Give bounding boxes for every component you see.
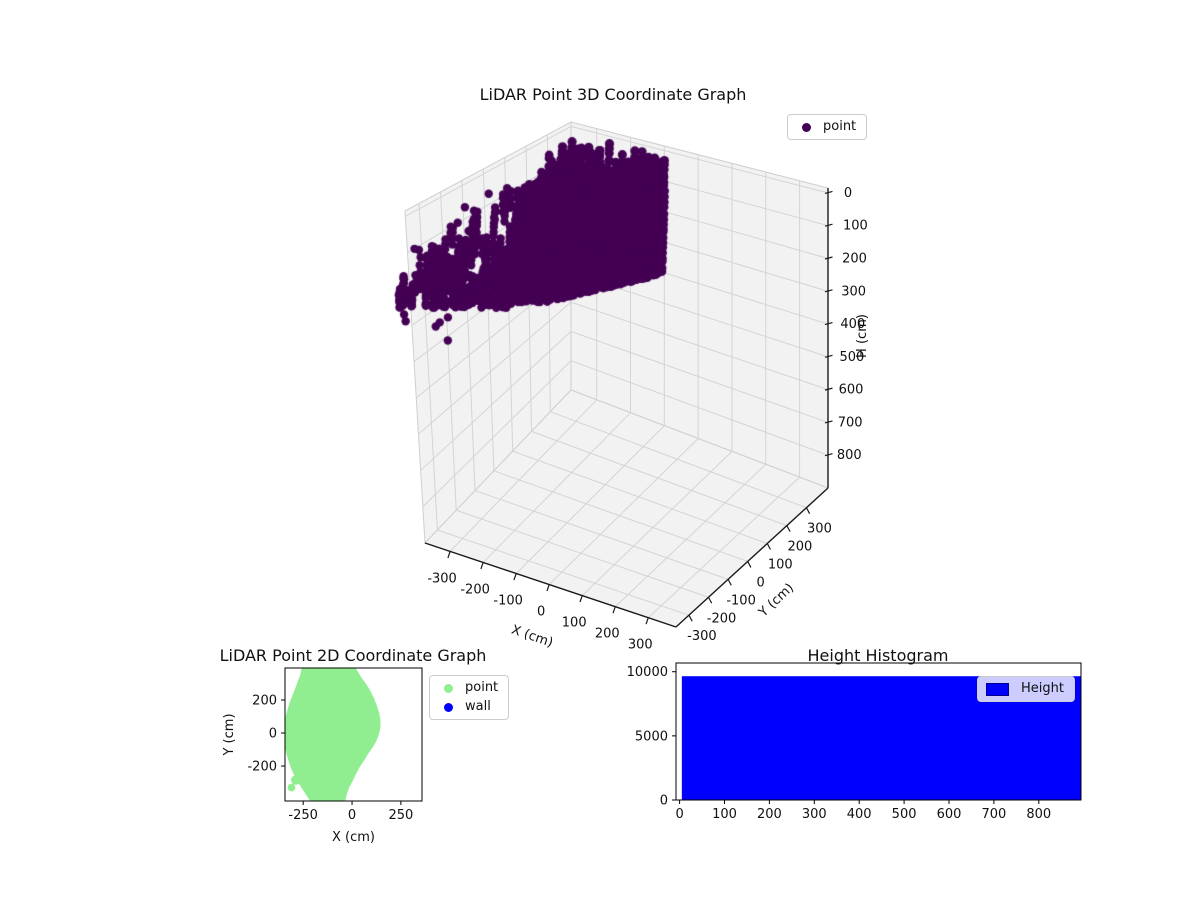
plot2d-data-group (285, 668, 381, 801)
plot2d-legend-entry-wall: wall (438, 699, 498, 715)
x-tick-label: 300 (802, 807, 827, 822)
height-marker-icon (986, 682, 1009, 696)
y-tick-label: 0 (269, 727, 277, 742)
plot2d-legend: point wall (429, 675, 510, 720)
x-tick-label: 100 (712, 807, 737, 822)
y-tick-label: 10000 (627, 665, 668, 680)
plot3d-legend: point (787, 114, 868, 140)
histogram-legend-entry-height: Height (986, 681, 1064, 697)
plot3d-legend-entry-point: point (796, 119, 856, 135)
plot2d-title: LiDAR Point 2D Coordinate Graph (219, 646, 487, 665)
x-tick-label: 500 (892, 807, 917, 822)
x-tick-label: 800 (1026, 807, 1051, 822)
plot3d-title: LiDAR Point 3D Coordinate Graph (479, 85, 747, 104)
x-axis-label: X (cm) (332, 830, 375, 845)
point-blob (318, 670, 327, 679)
point-marker-icon (444, 683, 453, 693)
point-marker-icon (802, 122, 811, 132)
point-blob (327, 668, 335, 673)
wall-marker-icon (444, 702, 453, 712)
point-blob (287, 783, 296, 792)
histogram-legend-label: Height (1021, 681, 1064, 696)
plot2d-legend-entry-point: point (438, 680, 498, 696)
x-tick-label: 400 (847, 807, 872, 822)
point-blob (308, 756, 315, 763)
x-tick-label: 0 (348, 808, 356, 823)
x-tick-label: 600 (937, 807, 962, 822)
plot2d-legend-label-wall: wall (465, 699, 491, 714)
histogram-legend: Height (977, 676, 1075, 702)
x-tick-label: -250 (288, 808, 318, 823)
plot2d-frame (284, 667, 423, 802)
histogram-title: Height Histogram (807, 646, 949, 665)
y-tick-label: 0 (660, 794, 668, 809)
point-region (285, 668, 381, 801)
point-blob (289, 757, 301, 768)
plot3d-legend-label: point (823, 119, 857, 134)
y-tick-label: 200 (252, 694, 277, 709)
x-tick-label: 200 (757, 807, 782, 822)
point-blob (291, 775, 301, 785)
hist-frame (675, 662, 1082, 801)
y-tick-label: -200 (247, 760, 277, 775)
y-axis-label: Y (cm) (222, 713, 237, 756)
plot2d-legend-label-point: point (465, 680, 499, 695)
x-tick-label: 700 (981, 807, 1006, 822)
x-tick-label: 250 (388, 808, 413, 823)
point-blob (297, 766, 307, 775)
y-tick-label: 5000 (635, 729, 668, 744)
x-tick-label: 0 (675, 807, 683, 822)
